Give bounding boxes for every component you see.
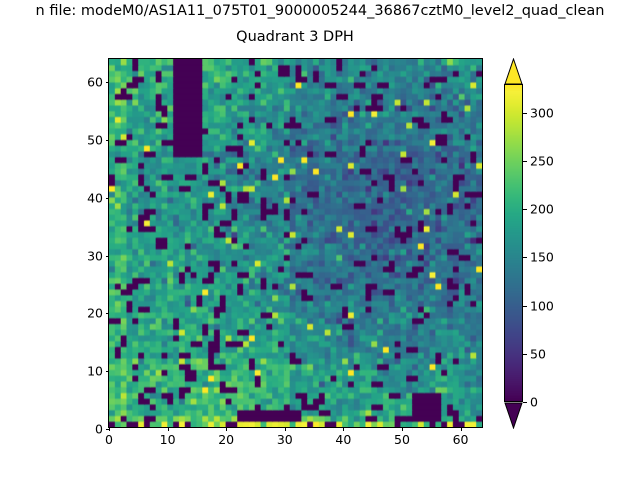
colorbar-extend-top-arrow bbox=[504, 57, 523, 85]
colorbar-tick-label-150: 150 bbox=[530, 249, 554, 265]
colorbar-tick-300 bbox=[523, 112, 527, 114]
x-tick-10 bbox=[167, 427, 169, 431]
colorbar-tick-label-50: 50 bbox=[530, 346, 546, 362]
colorbar-tick-label-250: 250 bbox=[530, 153, 554, 169]
y-tick-label-30: 30 bbox=[87, 248, 103, 264]
x-tick-30 bbox=[284, 427, 286, 431]
y-tick-60 bbox=[105, 82, 109, 84]
y-tick-label-50: 50 bbox=[87, 132, 103, 148]
x-tick-label-20: 20 bbox=[218, 432, 235, 447]
y-tick-30 bbox=[105, 255, 109, 257]
colorbar-body bbox=[504, 84, 523, 402]
x-tick-label-0: 0 bbox=[105, 432, 113, 447]
y-tick-label-0: 0 bbox=[95, 421, 103, 437]
x-tick-label-10: 10 bbox=[159, 432, 176, 447]
colorbar-tick-200 bbox=[523, 209, 527, 211]
colorbar-tick-label-100: 100 bbox=[530, 298, 554, 314]
heatmap-image bbox=[109, 59, 482, 427]
y-tick-label-60: 60 bbox=[87, 74, 103, 90]
y-tick-label-20: 20 bbox=[87, 305, 103, 321]
colorbar-extend-bottom-arrow bbox=[504, 402, 523, 430]
y-tick-10 bbox=[105, 371, 109, 373]
axes-title: Quadrant 3 DPH bbox=[236, 29, 354, 45]
colorbar-tick-250 bbox=[523, 161, 527, 163]
colorbar-gradient bbox=[505, 85, 522, 401]
colorbar[interactable]: 0 50 100 150 200 250 300 bbox=[504, 57, 554, 430]
y-tick-20 bbox=[105, 313, 109, 315]
x-tick-label-50: 50 bbox=[394, 432, 410, 447]
x-tick-0 bbox=[109, 427, 110, 431]
y-tick-label-10: 10 bbox=[87, 363, 103, 379]
x-tick-label-40: 40 bbox=[335, 432, 352, 447]
y-tick-40 bbox=[105, 197, 109, 199]
colorbar-tick-150 bbox=[523, 257, 527, 259]
x-tick-40 bbox=[343, 427, 345, 431]
colorbar-tick-0 bbox=[523, 402, 527, 403]
colorbar-tick-label-200: 200 bbox=[530, 201, 554, 217]
figure-suptitle: n file: modeM0/AS1A11_075T01_9000005244_… bbox=[35, 3, 605, 19]
x-tick-label-30: 30 bbox=[276, 432, 293, 447]
x-tick-label-60: 60 bbox=[452, 432, 469, 447]
y-tick-label-40: 40 bbox=[87, 190, 103, 206]
heatmap-axes[interactable]: 0 10 20 30 40 50 60 0 10 20 30 40 50 60 bbox=[87, 58, 483, 447]
colorbar-tick-label-300: 300 bbox=[530, 105, 554, 121]
colorbar-tick-label-0: 0 bbox=[530, 394, 538, 410]
x-tick-50 bbox=[401, 427, 403, 431]
x-tick-60 bbox=[460, 427, 462, 431]
y-tick-50 bbox=[105, 139, 109, 141]
y-tick-0 bbox=[105, 429, 109, 430]
colorbar-tick-100 bbox=[523, 305, 527, 307]
x-tick-20 bbox=[226, 427, 228, 431]
colorbar-tick-50 bbox=[523, 353, 527, 355]
